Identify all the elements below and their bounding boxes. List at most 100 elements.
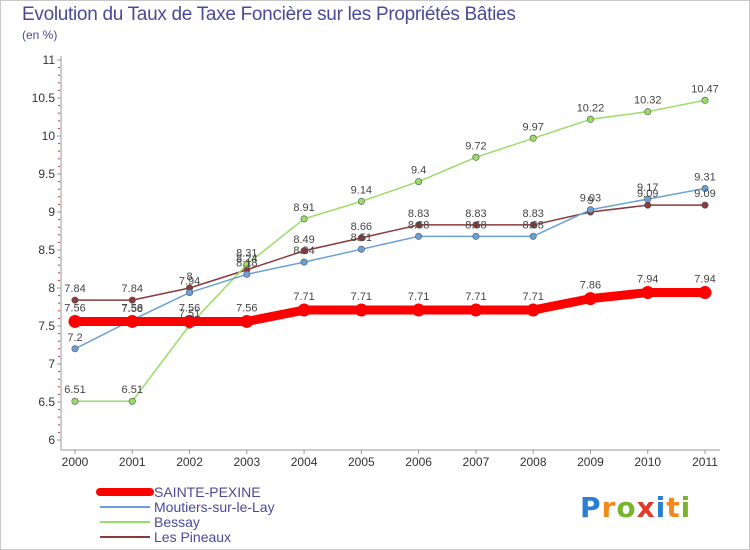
- data-label: 7.71: [408, 291, 429, 303]
- data-label: 9.14: [351, 184, 372, 196]
- data-point: [644, 195, 652, 203]
- data-point: [701, 96, 709, 104]
- data-label: 7.71: [465, 291, 486, 303]
- data-label: 9.09: [694, 188, 715, 200]
- data-point: [526, 303, 540, 317]
- data-label: 8.18: [236, 257, 257, 269]
- data-label: 9.97: [522, 121, 543, 133]
- data-point: [586, 206, 594, 214]
- data-point: [472, 232, 480, 240]
- data-point: [529, 232, 537, 240]
- data-point: [469, 303, 483, 317]
- data-point: [300, 258, 308, 266]
- data-label: 8.66: [351, 221, 372, 233]
- series-line: [75, 288, 705, 326]
- logo-letter: t: [666, 491, 681, 524]
- data-point: [354, 303, 368, 317]
- data-label: 9.72: [465, 140, 486, 152]
- series-line: [75, 99, 706, 402]
- data-label: 8.24: [236, 253, 257, 265]
- data-label: 8.68: [408, 219, 429, 231]
- logo-letter: r: [601, 491, 617, 524]
- data-label: 7.94: [637, 274, 658, 286]
- x-tick-label: 2001: [119, 455, 146, 469]
- y-tick-label: 9: [48, 205, 55, 219]
- data-label: 8.51: [351, 232, 372, 244]
- data-label: 10.22: [577, 102, 605, 114]
- y-tick-label: 9.5: [38, 167, 55, 181]
- data-label: 8.91: [293, 202, 314, 214]
- data-point: [71, 296, 79, 304]
- proxiti-logo: Proxiti: [580, 491, 691, 524]
- data-label: 8.31: [236, 247, 257, 259]
- data-point: [243, 260, 251, 268]
- data-point: [186, 289, 194, 297]
- data-point: [529, 221, 537, 229]
- x-tick-label: 2000: [62, 455, 89, 469]
- data-label: 10.32: [634, 95, 662, 107]
- data-label: 7.84: [122, 283, 143, 295]
- x-tick-label: 2007: [463, 455, 490, 469]
- logo-letter: i: [655, 491, 667, 524]
- data-point: [243, 270, 251, 278]
- logo-letter: o: [616, 491, 637, 524]
- y-tick-label: 8.5: [38, 243, 55, 257]
- data-label: 7.56: [236, 302, 257, 314]
- series-sainte-pexine: [68, 286, 712, 328]
- x-tick-label: 2010: [634, 455, 661, 469]
- data-point: [472, 153, 480, 161]
- series-line: [74, 187, 706, 350]
- x-tick-label: 2005: [348, 455, 375, 469]
- x-tick-label: 2006: [405, 455, 432, 469]
- y-tick-label: 7.5: [38, 319, 55, 333]
- data-point: [128, 397, 136, 405]
- data-label: 7.2: [67, 332, 82, 344]
- x-tick-label: 2002: [176, 455, 203, 469]
- y-tick-label: 7: [48, 357, 55, 371]
- data-point: [415, 178, 423, 186]
- y-tick-label: 10: [42, 129, 56, 143]
- data-point: [357, 197, 365, 205]
- data-label: 6.51: [122, 384, 143, 396]
- data-label: 7.58: [122, 303, 143, 315]
- y-tick-label: 11: [43, 53, 56, 67]
- logo-letter: P: [580, 491, 602, 524]
- data-point: [529, 134, 537, 142]
- data-point: [641, 286, 655, 300]
- data-point: [183, 314, 197, 328]
- data-label: 9.4: [411, 165, 426, 177]
- chart-unit-label: (en %): [22, 28, 58, 42]
- chart-legend: SAINTE-PEXINEMoutiers-sur-le-LayBessayLe…: [96, 484, 275, 545]
- data-label: 7.86: [580, 280, 601, 292]
- data-label: 7.71: [351, 291, 372, 303]
- data-label: 7.94: [694, 274, 715, 286]
- y-tick-label: 6: [48, 433, 55, 447]
- y-tick-label: 6.5: [38, 395, 55, 409]
- data-label: 9.03: [580, 193, 601, 205]
- data-point: [128, 296, 136, 304]
- data-point: [71, 345, 79, 353]
- logo-letter: i: [680, 491, 692, 524]
- data-label: 8.83: [465, 208, 486, 220]
- data-label: 8: [186, 271, 192, 283]
- data-label: 8.68: [465, 219, 486, 231]
- data-label: 7.56: [64, 302, 85, 314]
- data-label: 7.84: [64, 283, 85, 295]
- legend-entry: Moutiers-sur-le-Lay: [154, 499, 275, 515]
- data-point: [297, 303, 311, 317]
- series-bessay: [71, 96, 709, 405]
- x-tick-label: 2009: [577, 455, 604, 469]
- logo-letter: x: [636, 491, 656, 524]
- data-label: 7.51: [179, 308, 200, 320]
- data-label: 7.71: [293, 291, 314, 303]
- data-point: [125, 314, 139, 328]
- data-label: 8.68: [522, 219, 543, 231]
- legend-entry: Bessay: [154, 514, 200, 530]
- data-label: 7.56: [179, 302, 200, 314]
- data-label: 9.09: [637, 188, 658, 200]
- x-tick-label: 2008: [520, 455, 547, 469]
- data-point: [240, 314, 254, 328]
